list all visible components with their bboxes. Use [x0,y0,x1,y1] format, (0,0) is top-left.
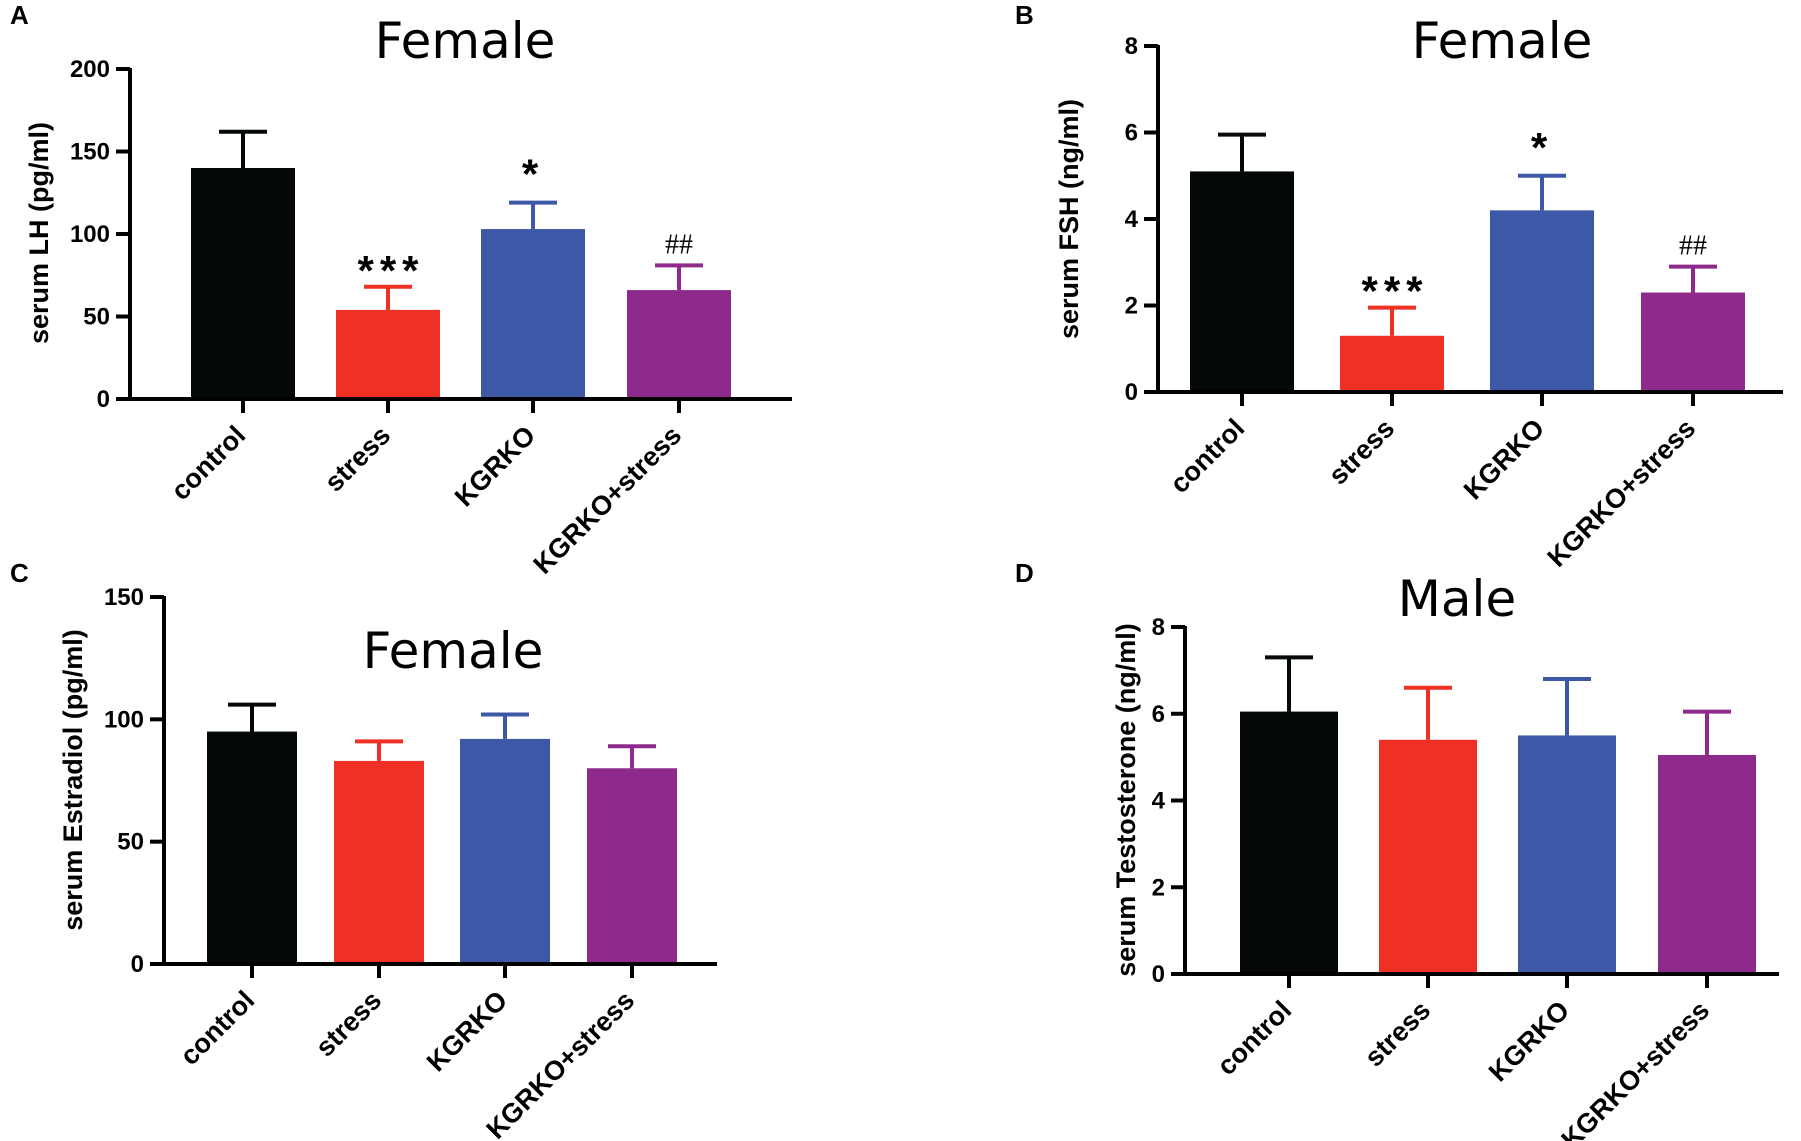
panel-letter: A [10,0,29,30]
y-axis-label: serum Estradiol (pg/ml) [58,629,88,931]
x-category-label: KGRKO [449,420,541,512]
x-category-label: KGRKO+stress [1556,995,1716,1141]
x-category-label: KGRKO [421,985,513,1077]
y-axis-label: serum FSH (ng/ml) [1054,99,1084,339]
y-tick-label: 100 [104,706,144,733]
bar-stress [334,760,424,964]
y-tick-label: 0 [97,386,110,413]
significance-marker: * [1531,124,1553,171]
y-tick-label: 2 [1152,874,1165,901]
x-category-label: control [165,420,251,506]
x-category-label: control [1211,995,1297,1081]
y-tick-label: 50 [83,304,110,331]
x-category-label: KGRKO [1458,413,1550,505]
chart-title: Female [363,622,544,680]
y-tick-label: 100 [70,221,110,248]
bar-kgrko-stress [1641,292,1745,392]
bar-kgrko [460,738,550,964]
y-tick-label: 200 [70,56,110,83]
chart-title: Male [1398,570,1516,628]
bar-stress [1340,335,1444,392]
y-tick-label: 8 [1152,614,1165,641]
y-axis-label: serum LH (pg/ml) [24,122,54,344]
y-tick-label: 4 [1125,206,1139,233]
bar-kgrko-stress [1658,754,1756,974]
chart-panel-d: D Male serum Testosterone (ng/ml) 0 2 4 6 8 cont… [1015,558,1779,1141]
x-category-label: control [174,985,260,1071]
x-category-label: stress [310,985,387,1062]
bar-control [1190,171,1294,392]
x-category-label: stress [319,420,396,497]
bar-control [207,731,297,964]
bar-control [1240,711,1338,974]
chart-panel-a: A Female serum LH (pg/ml) 0 50 100 150 200 contr… [10,0,792,580]
bar-stress [336,309,440,399]
panel-letter: C [10,558,29,588]
y-tick-label: 50 [117,829,144,856]
y-tick-label: 150 [104,584,144,611]
y-tick-label: 4 [1152,788,1166,815]
bar-kgrko [481,229,585,399]
panel-letter: B [1015,0,1034,30]
y-tick-label: 8 [1125,33,1138,60]
x-category-label: stress [1359,995,1436,1072]
bar-kgrko [1518,735,1616,974]
panel-letter: D [1015,558,1034,588]
y-tick-label: 150 [70,139,110,166]
x-category-label: stress [1323,413,1400,490]
chart-title: Female [1412,12,1593,70]
chart-panel-b: B Female serum FSH (ng/ml) 0 2 4 6 8 control stre… [1015,0,1783,573]
chart-title: Female [375,12,556,70]
chart-panel-c: C Female serum Estradiol (pg/ml) 0 50 100 150 c… [10,558,717,1141]
x-category-label: control [1164,413,1250,499]
y-tick-label: 6 [1125,120,1138,147]
y-tick-label: 2 [1125,293,1138,320]
significance-marker: ## [665,229,693,260]
bar-control [191,168,295,399]
significance-marker: *** [1361,268,1428,315]
y-tick-label: 6 [1152,701,1165,728]
significance-marker: ## [1679,231,1707,262]
bar-stress [1379,739,1477,974]
y-tick-label: 0 [131,951,144,978]
bar-kgrko-stress [627,290,731,399]
bar-kgrko [1490,210,1594,392]
x-category-label: KGRKO+stress [1542,413,1702,573]
significance-marker: *** [357,247,424,294]
y-axis-label: serum Testosterone (ng/ml) [1111,623,1141,977]
bar-kgrko-stress [587,768,677,964]
x-category-label: KGRKO+stress [528,420,688,580]
x-category-label: KGRKO [1483,995,1575,1087]
y-tick-label: 0 [1125,379,1138,406]
y-tick-label: 0 [1152,961,1165,988]
significance-marker: * [522,151,544,198]
